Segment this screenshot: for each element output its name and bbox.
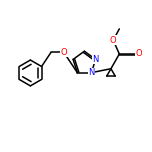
Text: N: N	[88, 68, 95, 77]
Text: N: N	[92, 55, 99, 64]
Text: O: O	[135, 49, 142, 59]
Text: O: O	[110, 36, 117, 45]
Text: O: O	[60, 48, 67, 57]
